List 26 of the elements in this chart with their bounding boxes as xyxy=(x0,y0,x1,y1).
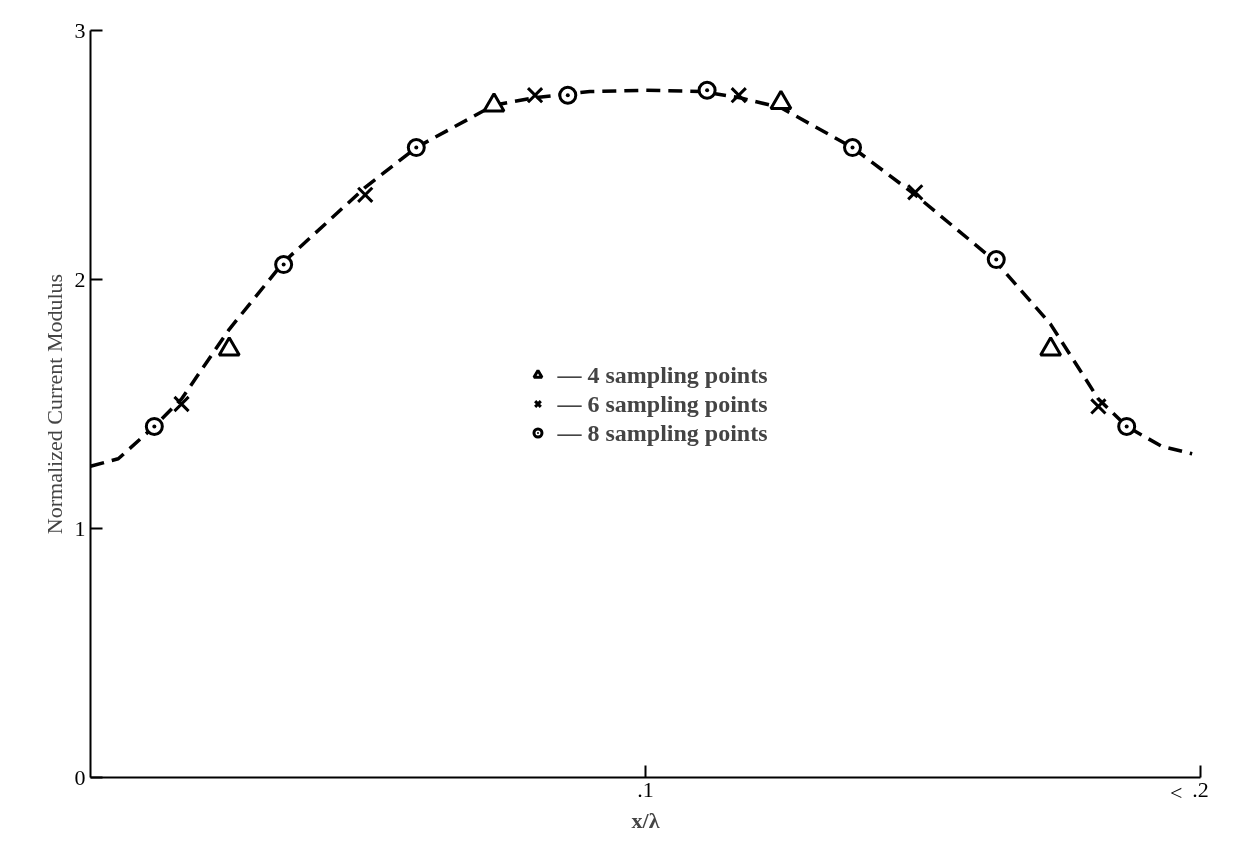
legend-label: — 8 sampling points xyxy=(557,419,768,446)
x-tick-label: .2 xyxy=(1192,776,1209,802)
y-tick-label: 3 xyxy=(74,17,86,43)
point xyxy=(730,86,748,104)
point xyxy=(406,138,426,158)
x-tick-label: .1 xyxy=(637,776,654,802)
point xyxy=(906,183,924,201)
x-axis-title: x/λ xyxy=(631,807,660,833)
point xyxy=(1089,397,1107,416)
y-tick-label: 0 xyxy=(74,764,86,790)
y-axis-title: Normalized Current Modulus xyxy=(41,273,67,535)
legend-label: — 6 sampling points xyxy=(557,390,768,417)
point xyxy=(274,255,294,275)
point xyxy=(356,186,374,204)
point xyxy=(843,138,863,158)
y-tick-label: 1 xyxy=(74,515,86,541)
point xyxy=(697,80,717,100)
point xyxy=(986,250,1006,270)
point xyxy=(172,395,191,413)
text: < xyxy=(1169,779,1183,805)
point xyxy=(144,416,164,436)
point xyxy=(1117,416,1137,436)
point xyxy=(526,86,544,104)
point xyxy=(558,85,578,105)
legend-label: — 4 sampling points xyxy=(557,361,768,388)
y-tick-label: 2 xyxy=(74,266,86,292)
